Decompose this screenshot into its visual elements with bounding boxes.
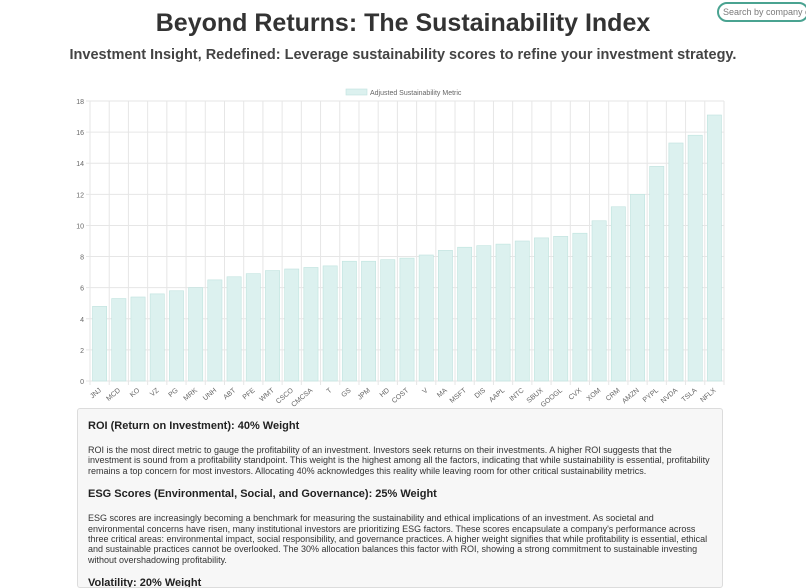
bar-googl bbox=[553, 236, 569, 382]
bar-t bbox=[322, 265, 338, 382]
x-tick-label: VZ bbox=[149, 387, 161, 399]
x-tick-label: AMZN bbox=[621, 387, 641, 405]
legend-swatch bbox=[345, 88, 368, 96]
weighting-info-panel: ROI (Return on Investment): 40% Weight R… bbox=[77, 408, 723, 588]
x-tick-label: MSFT bbox=[449, 387, 469, 405]
bar-gs bbox=[341, 260, 357, 382]
bar-chart: 0 2 4 6 8 10 12 14 16 18 JNJ MCD KO VZ PG MRK UNH ABT PFE W… bbox=[76, 88, 725, 407]
x-tick-label: AAPL bbox=[488, 387, 506, 404]
x-tick-label: PYPL bbox=[642, 387, 660, 404]
x-tick-label: MRK bbox=[183, 387, 200, 403]
x-tick-label: ABT bbox=[222, 387, 237, 402]
x-tick-label: XOM bbox=[586, 387, 603, 403]
bar-nvda bbox=[668, 142, 684, 382]
x-tick-label: CMCSA bbox=[290, 387, 314, 407]
x-tick-label: KO bbox=[129, 387, 142, 399]
x-tick-label: INTC bbox=[509, 387, 526, 403]
x-tick-label: JNJ bbox=[89, 387, 103, 400]
bar-unh bbox=[207, 279, 223, 382]
bar-cmcsa bbox=[303, 267, 319, 382]
bar-wmt bbox=[265, 270, 280, 382]
bar-ma bbox=[438, 250, 453, 382]
bar-ko bbox=[130, 296, 146, 382]
y-tick-label: 12 bbox=[76, 192, 84, 199]
x-tick-label: NFLX bbox=[699, 387, 717, 404]
x-tick-label: MA bbox=[436, 387, 449, 399]
x-tick-label: DIS bbox=[474, 387, 488, 400]
x-tick-label: NVDA bbox=[660, 387, 680, 405]
x-tick-label: T bbox=[326, 387, 334, 396]
bar-cvx bbox=[572, 232, 588, 382]
bar-pypl bbox=[649, 166, 665, 382]
bar-abt bbox=[226, 276, 242, 382]
roi-description: ROI is the most direct metric to gauge t… bbox=[88, 445, 710, 476]
bar-xom bbox=[591, 220, 607, 382]
bar-crm bbox=[610, 206, 626, 382]
x-tick-label: WMT bbox=[258, 387, 276, 404]
x-tick-label: COST bbox=[391, 387, 411, 405]
x-tick-label: PG bbox=[167, 387, 179, 399]
x-tick-label: UNH bbox=[202, 387, 218, 402]
y-tick-label: 0 bbox=[80, 379, 84, 386]
page-title: Beyond Returns: The Sustainability Index bbox=[155, 9, 651, 37]
bar-v bbox=[418, 254, 434, 382]
x-tick-label: V bbox=[421, 387, 429, 396]
bar-nflx bbox=[706, 114, 722, 382]
bar-amzn bbox=[630, 194, 645, 382]
y-tick-label: 4 bbox=[80, 317, 84, 324]
x-tick-label: CVX bbox=[568, 387, 584, 402]
legend-label: Adjusted Sustainability Metric bbox=[370, 90, 462, 97]
y-tick-label: 10 bbox=[76, 223, 84, 230]
search-input[interactable] bbox=[717, 2, 806, 22]
bar-tsla bbox=[687, 134, 703, 382]
x-tick-label: MCD bbox=[105, 387, 122, 403]
bar-jpm bbox=[361, 260, 376, 382]
bar-msft bbox=[457, 246, 473, 382]
x-tick-label: GS bbox=[340, 387, 353, 399]
bar-pfe bbox=[245, 273, 261, 382]
x-tick-label: HD bbox=[379, 387, 391, 399]
bar-csco bbox=[284, 268, 300, 382]
x-tick-label: GOOGL bbox=[540, 387, 564, 407]
page-subtitle: Investment Insight, Redefined: Leverage … bbox=[69, 47, 737, 63]
bar-vz bbox=[149, 293, 165, 382]
y-tick-label: 18 bbox=[76, 99, 84, 106]
bar-hd bbox=[380, 259, 396, 382]
y-tick-label: 16 bbox=[76, 130, 84, 137]
bar-mrk bbox=[188, 287, 204, 382]
x-tick-label: TSLA bbox=[681, 387, 699, 404]
x-tick-label: CRM bbox=[605, 387, 622, 403]
esg-heading: ESG Scores (Environmental, Social, and G… bbox=[88, 488, 437, 501]
y-tick-label: 6 bbox=[80, 286, 84, 293]
esg-description: ESG scores are increasingly becoming a b… bbox=[88, 513, 708, 565]
bar-dis bbox=[476, 245, 492, 382]
bar-intc bbox=[514, 240, 530, 382]
y-tick-label: 14 bbox=[76, 161, 84, 168]
x-tick-label: JPM bbox=[357, 387, 372, 401]
y-tick-label: 2 bbox=[80, 348, 84, 355]
bar-cost bbox=[399, 257, 415, 382]
bar-sbux bbox=[534, 237, 549, 382]
roi-heading: ROI (Return on Investment): 40% Weight bbox=[88, 420, 300, 432]
y-tick-label: 8 bbox=[80, 255, 84, 262]
bar-mcd bbox=[111, 298, 127, 382]
bar-jnj bbox=[92, 306, 108, 382]
x-tick-label: PFE bbox=[242, 387, 257, 401]
bar-pg bbox=[169, 290, 184, 382]
bar-aapl bbox=[495, 243, 511, 382]
volatility-heading: Volatility: 20% Weight bbox=[88, 577, 202, 588]
